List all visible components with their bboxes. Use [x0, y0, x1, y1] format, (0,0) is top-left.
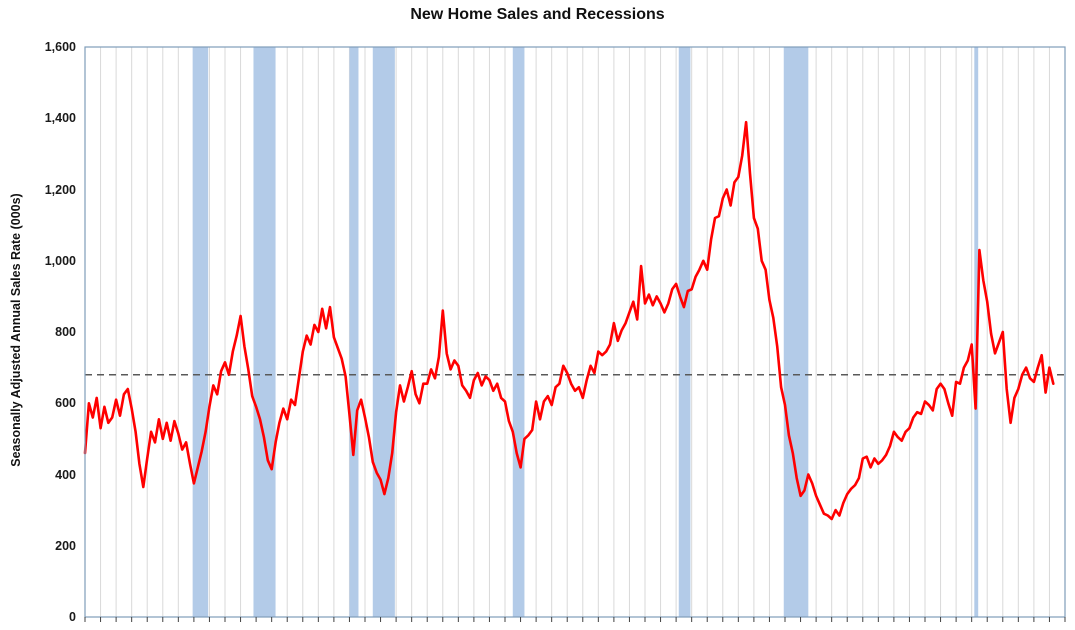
y-tick-label: 0: [69, 610, 76, 624]
recession-band: [349, 47, 359, 617]
recession-band: [512, 47, 525, 617]
y-tick-label: 1,400: [44, 111, 76, 126]
y-tick-label: 1,600: [44, 40, 76, 54]
chart-title: New Home Sales and Recessions: [410, 6, 665, 23]
y-tick-label: 200: [55, 538, 76, 553]
y-tick-label: 400: [55, 467, 76, 482]
plot-border: [84, 46, 1066, 618]
recession-band: [783, 47, 809, 617]
sales-line: [83, 120, 1055, 521]
y-tick-label: 600: [55, 396, 76, 411]
recession-band: [372, 47, 395, 617]
recession-band: [678, 47, 691, 617]
y-tick-label: 800: [55, 325, 76, 339]
recession-band: [192, 47, 209, 617]
y-tick-label: 1,000: [44, 253, 76, 268]
recession-band: [253, 47, 276, 617]
y-tick-label: 1,200: [44, 182, 76, 197]
